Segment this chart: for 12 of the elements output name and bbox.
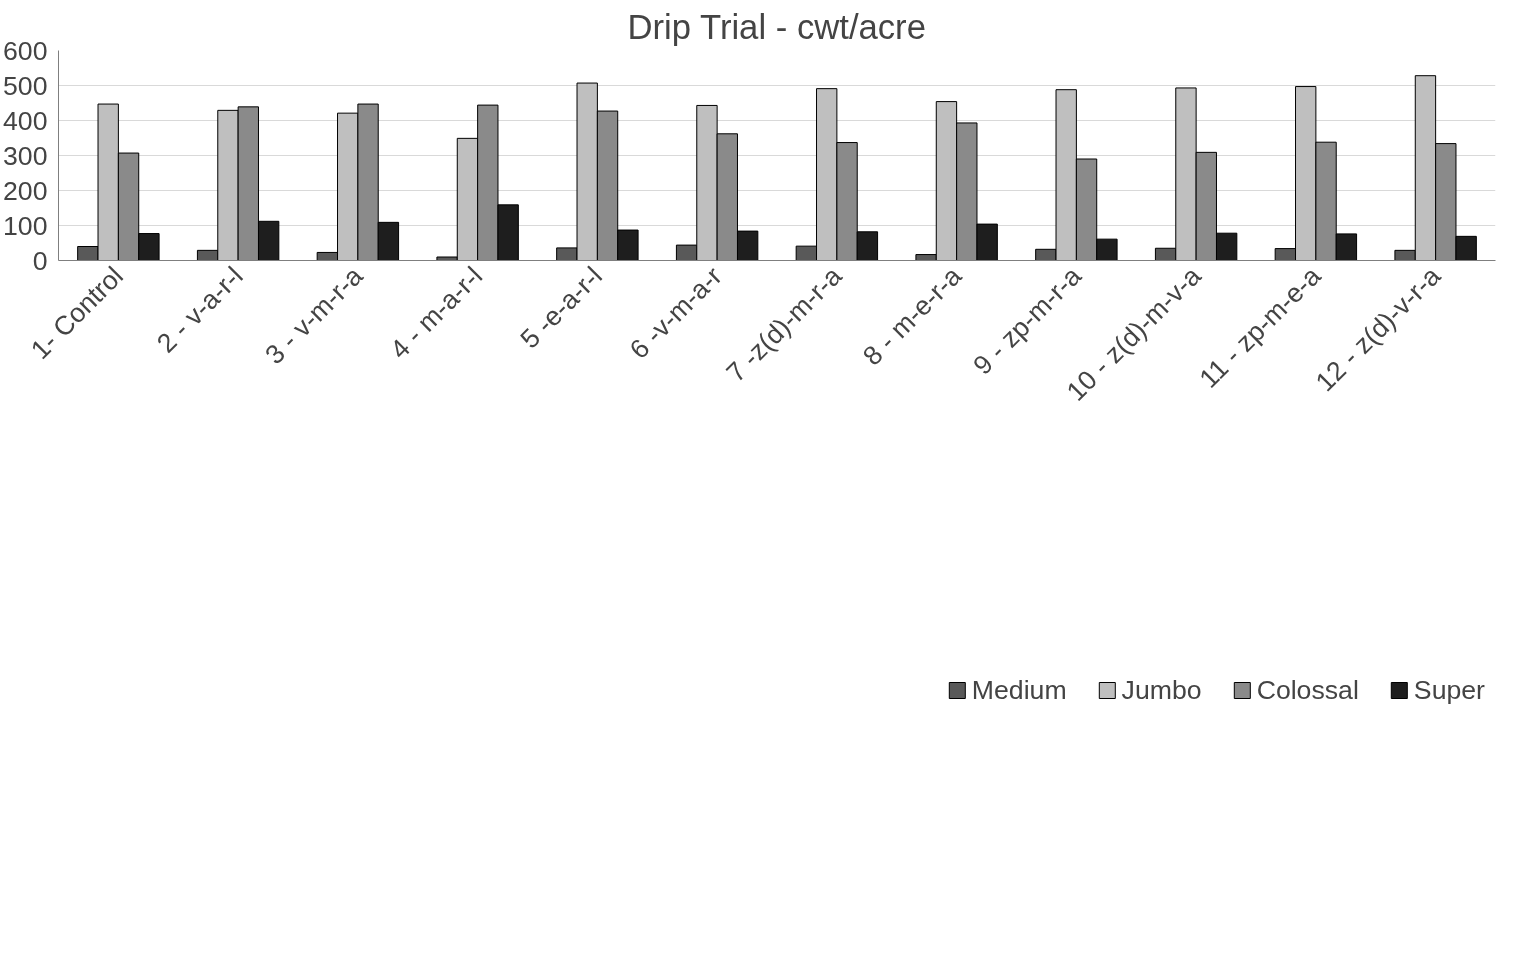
legend-label: Medium xyxy=(971,674,1067,706)
y-tick-label: 200 xyxy=(3,175,48,206)
y-tick-label: 0 xyxy=(32,245,48,276)
legend-label: Super xyxy=(1413,674,1485,706)
y-tick-label: 400 xyxy=(3,105,48,136)
y-tick-label: 300 xyxy=(3,140,48,171)
y-tick-label: 500 xyxy=(3,70,48,101)
y-tick-label: 600 xyxy=(3,35,48,66)
chart-title: Drip Trial - cwt/acre xyxy=(627,7,926,46)
y-tick-label: 100 xyxy=(3,210,48,241)
legend-label: Colossal xyxy=(1256,674,1359,706)
legend-label: Jumbo xyxy=(1121,674,1202,706)
